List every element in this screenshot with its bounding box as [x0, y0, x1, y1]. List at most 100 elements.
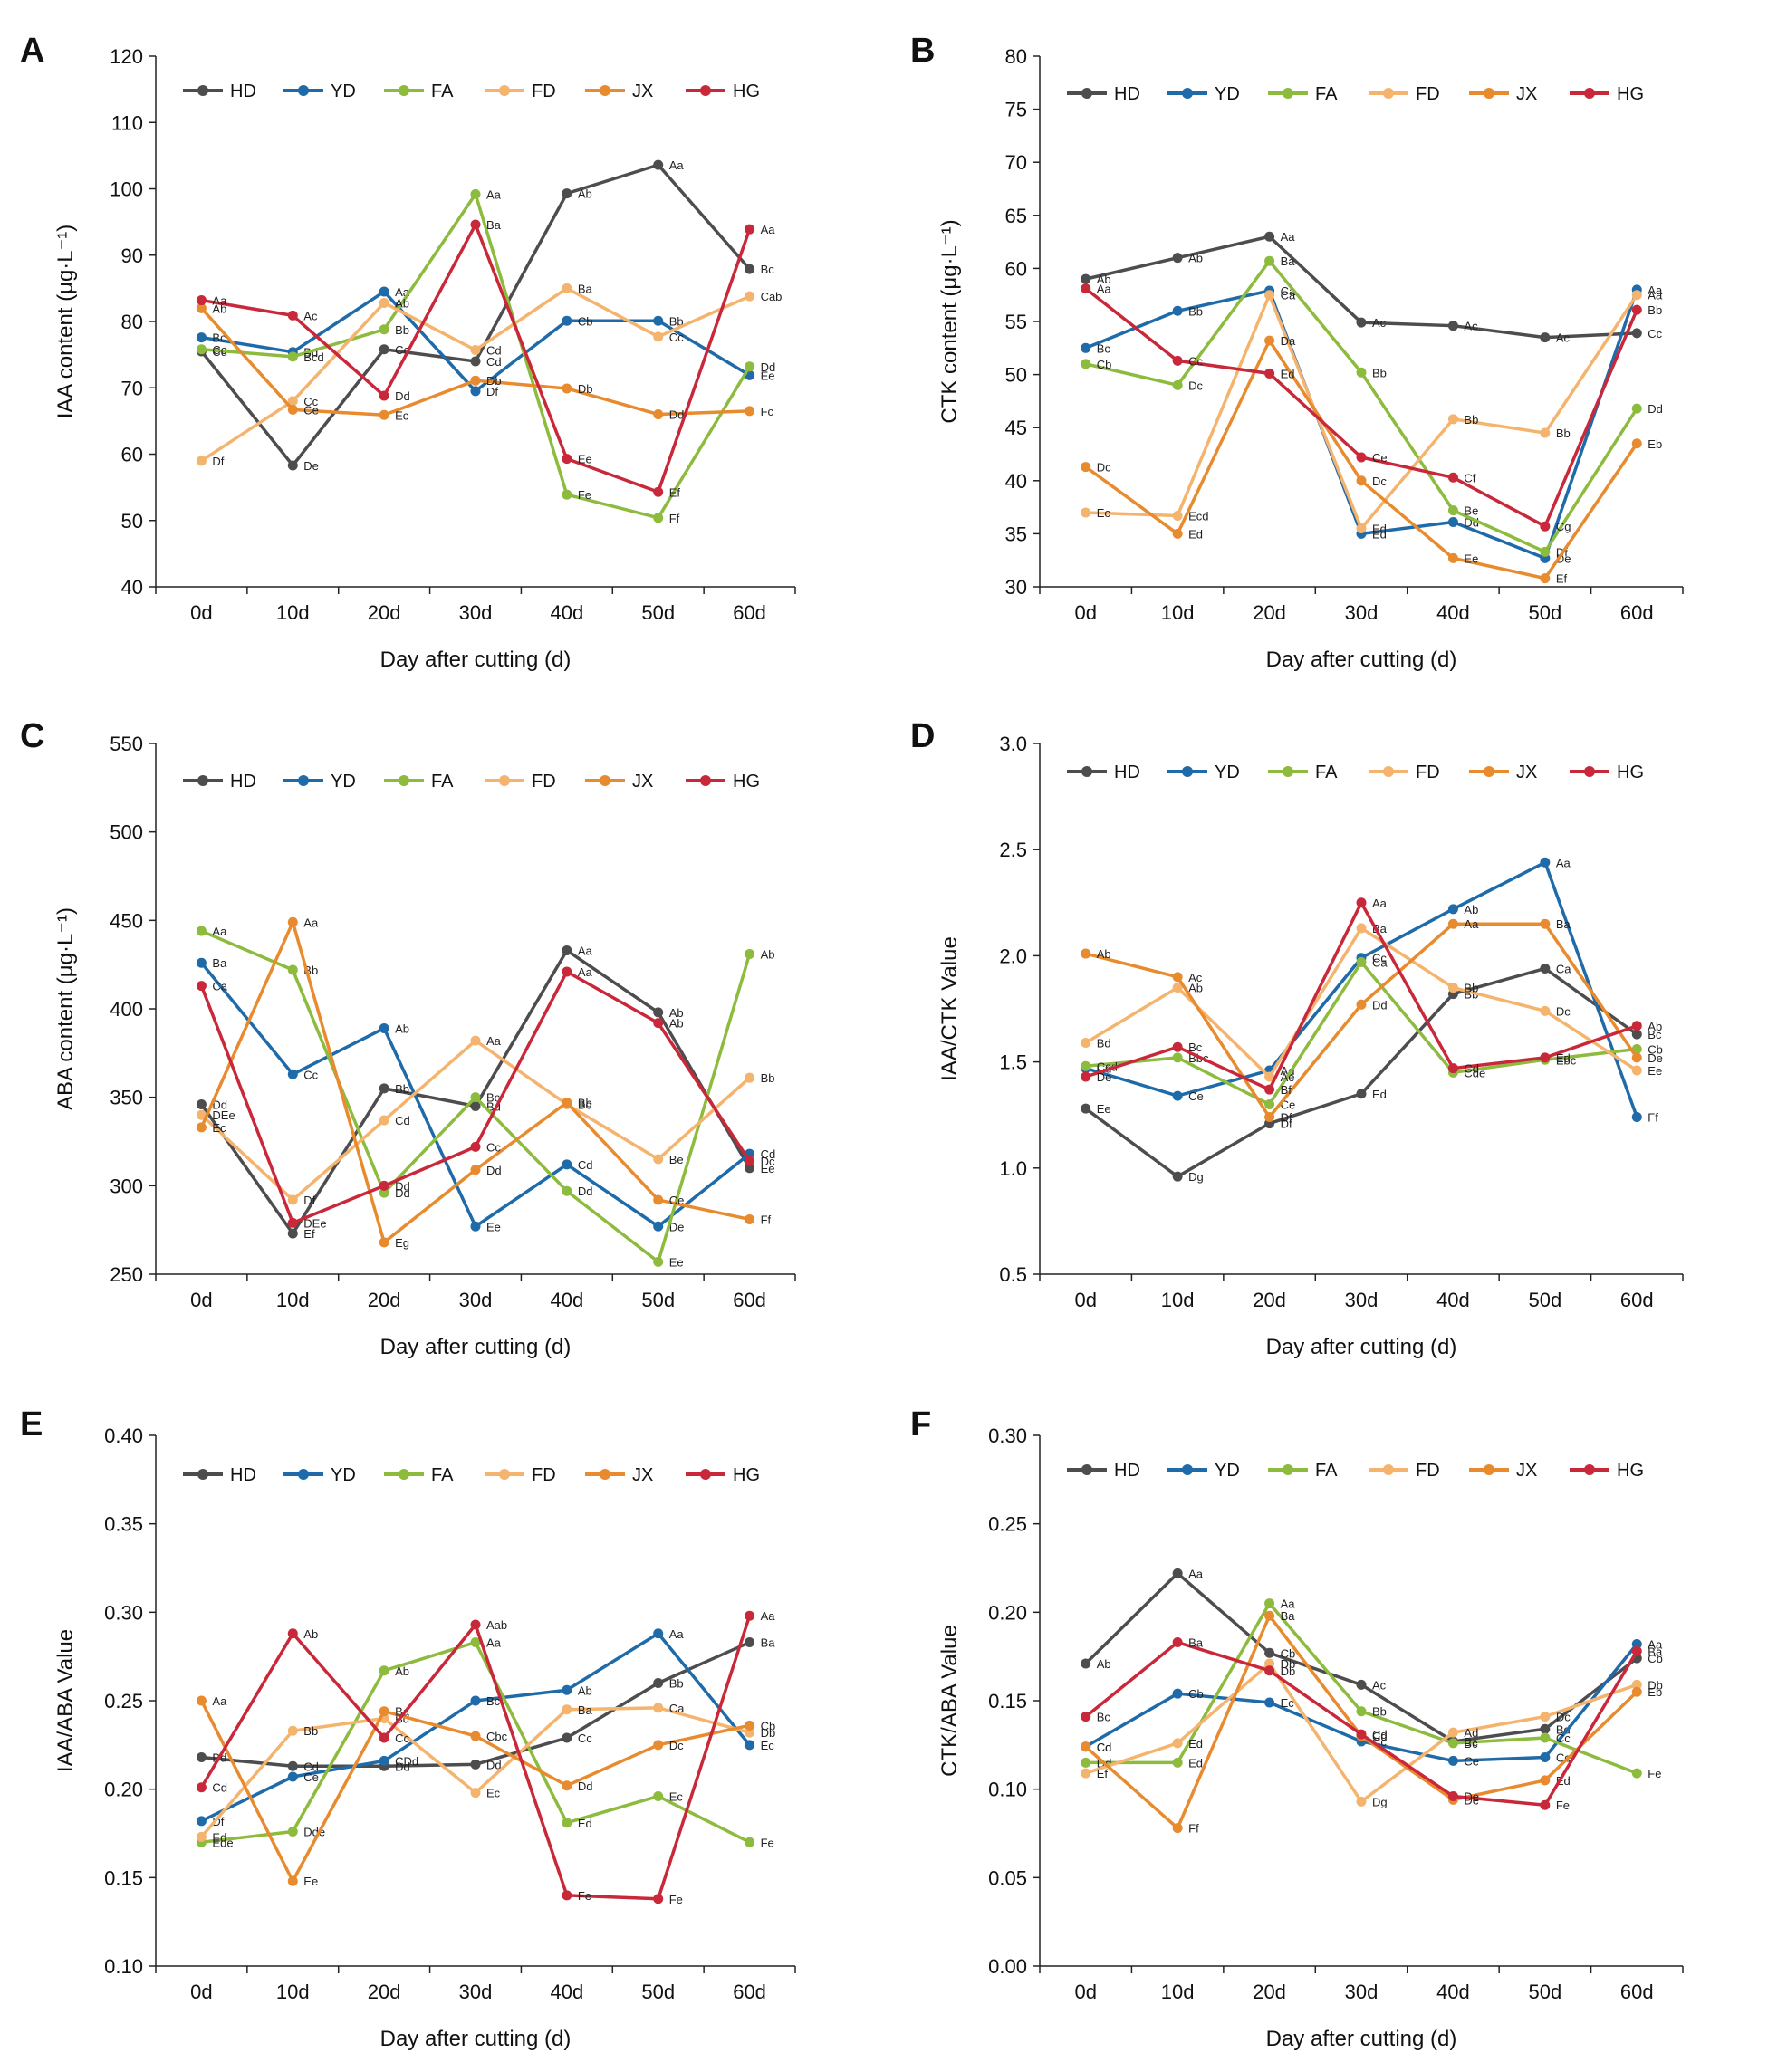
x-axis-title: Day after cutting (d) [380, 648, 572, 672]
data-point [653, 1677, 664, 1688]
legend-marker [600, 85, 610, 96]
data-label: Df [212, 1815, 224, 1828]
data-point [1264, 335, 1275, 346]
x-tick-label: 40d [1436, 1289, 1470, 1311]
data-label: Db [1648, 1678, 1663, 1692]
x-tick-label: 40d [550, 1981, 583, 2003]
legend-item-hd: HD [1067, 763, 1140, 782]
data-point [196, 344, 207, 355]
data-point [562, 383, 572, 394]
legend-label: JX [632, 1465, 653, 1485]
data-point [653, 513, 664, 523]
x-tick-label: 0d [1074, 601, 1096, 624]
data-label: Db [1281, 1664, 1296, 1678]
data-point [745, 1637, 755, 1648]
legend-marker [499, 85, 510, 96]
data-label: Cc [1097, 1741, 1111, 1754]
data-point [1540, 332, 1551, 343]
data-label: Cc [669, 331, 684, 344]
y-tick-label: 0.25 [104, 1690, 143, 1712]
data-label: Ecd [1188, 509, 1208, 523]
data-point [1447, 517, 1458, 528]
y-axis-title: CTK content (μg·L⁻¹) [937, 219, 962, 423]
data-point [1447, 1727, 1458, 1738]
x-tick-label: 50d [641, 601, 675, 624]
data-point [653, 1894, 664, 1904]
data-point [1631, 1768, 1642, 1779]
data-label: Bb [669, 314, 684, 328]
data-label: Df [486, 385, 498, 398]
data-label: Ab [395, 296, 409, 310]
data-point [470, 1619, 481, 1630]
data-point [1264, 231, 1275, 242]
data-point [1631, 290, 1642, 301]
legend-item-hg: HG [1570, 763, 1644, 782]
data-point [1447, 321, 1458, 331]
data-point [1356, 1729, 1367, 1740]
legend-label: HD [1114, 1461, 1140, 1481]
data-label: Fe [669, 1893, 683, 1906]
legend-label: HG [1617, 763, 1644, 782]
y-tick-label: 50 [121, 510, 143, 532]
data-label: Aa [1372, 897, 1388, 910]
x-tick-label: 60d [733, 1981, 766, 2003]
data-label: Ed [1188, 1756, 1203, 1770]
data-point [470, 219, 481, 230]
data-label: Cf [1464, 471, 1475, 484]
data-point [745, 1720, 755, 1731]
y-tick-label: 2.0 [999, 945, 1027, 967]
data-point [379, 409, 389, 420]
legend-item-hd: HD [1067, 84, 1140, 104]
legend-marker [1584, 766, 1595, 777]
legend-label: HG [1617, 84, 1644, 104]
y-tick-label: 60 [1005, 257, 1027, 280]
data-label: Cc [303, 1068, 318, 1081]
data-point [1447, 505, 1458, 516]
data-point [470, 1100, 481, 1111]
y-axis-title: IAA/ABA Value [53, 1629, 78, 1772]
data-point [745, 1727, 755, 1738]
legend-label: FD [532, 1465, 556, 1485]
data-point [1540, 427, 1551, 438]
data-label: Aa [486, 1034, 502, 1048]
data-label: Aa [1281, 1597, 1296, 1611]
data-label: Ca [1556, 962, 1571, 975]
data-point [1447, 983, 1458, 993]
data-label: Ad [1281, 1064, 1295, 1078]
data-label: Ee [1464, 552, 1478, 565]
data-point [1631, 1679, 1642, 1690]
data-point [1447, 904, 1458, 915]
data-point [1264, 1598, 1275, 1609]
data-point [196, 1752, 207, 1763]
data-point [1540, 521, 1551, 532]
legend-marker [700, 1469, 711, 1480]
x-tick-label: 40d [1436, 1981, 1470, 2003]
series-fa: Cc Bcd Bb Aa Fe Ff Dd [196, 187, 775, 525]
data-label: Ed [1188, 1737, 1203, 1751]
series-hg: Bc Ba Db Cd De Fe Ba [1081, 1636, 1663, 1812]
legend-label: YD [1215, 1461, 1240, 1481]
x-tick-label: 50d [1528, 601, 1561, 624]
data-point [1081, 1768, 1091, 1779]
x-axis-title: Day after cutting (d) [380, 2027, 572, 2051]
data-point [1447, 1063, 1458, 1074]
data-label: Aa [303, 916, 319, 929]
data-point [379, 324, 389, 335]
data-point [562, 945, 572, 956]
data-label: CDd [395, 1754, 418, 1768]
data-point [470, 1695, 481, 1706]
data-label: Ede [212, 1836, 233, 1849]
data-label: Eb [1648, 437, 1662, 451]
y-tick-label: 3.0 [999, 733, 1027, 755]
data-point [470, 1731, 481, 1741]
data-label: Bb [1372, 1705, 1387, 1719]
data-label: Ed [1556, 1774, 1571, 1788]
series-hg: Aa Cc Ed Ce Cf Cg Bb [1081, 283, 1662, 533]
panel-letter: B [910, 32, 935, 70]
data-point [1081, 1038, 1091, 1049]
data-label: Cd [303, 1760, 319, 1773]
data-label: Db [1281, 1657, 1296, 1671]
